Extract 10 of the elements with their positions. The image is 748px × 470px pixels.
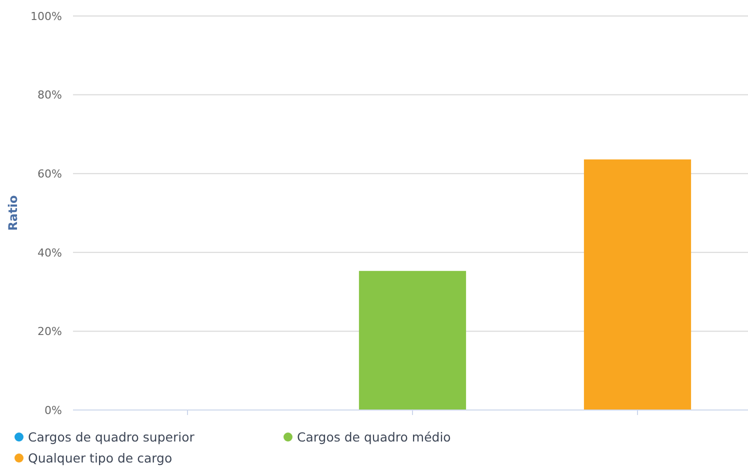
y-tick-label: 20% [38, 325, 62, 338]
y-tick-label: 40% [38, 246, 62, 260]
legend-label: Cargos de quadro médio [297, 429, 451, 444]
y-tick-label: 60% [38, 167, 62, 180]
legend-label: Cargos de quadro superior [28, 429, 196, 444]
y-tick-label: 100% [30, 10, 62, 23]
legend-label: Qualquer tipo de cargo [28, 450, 172, 466]
y-axis-title: Ratio [6, 195, 20, 231]
y-tick-label: 0% [44, 404, 62, 417]
y-tick-label: 80% [38, 88, 62, 102]
